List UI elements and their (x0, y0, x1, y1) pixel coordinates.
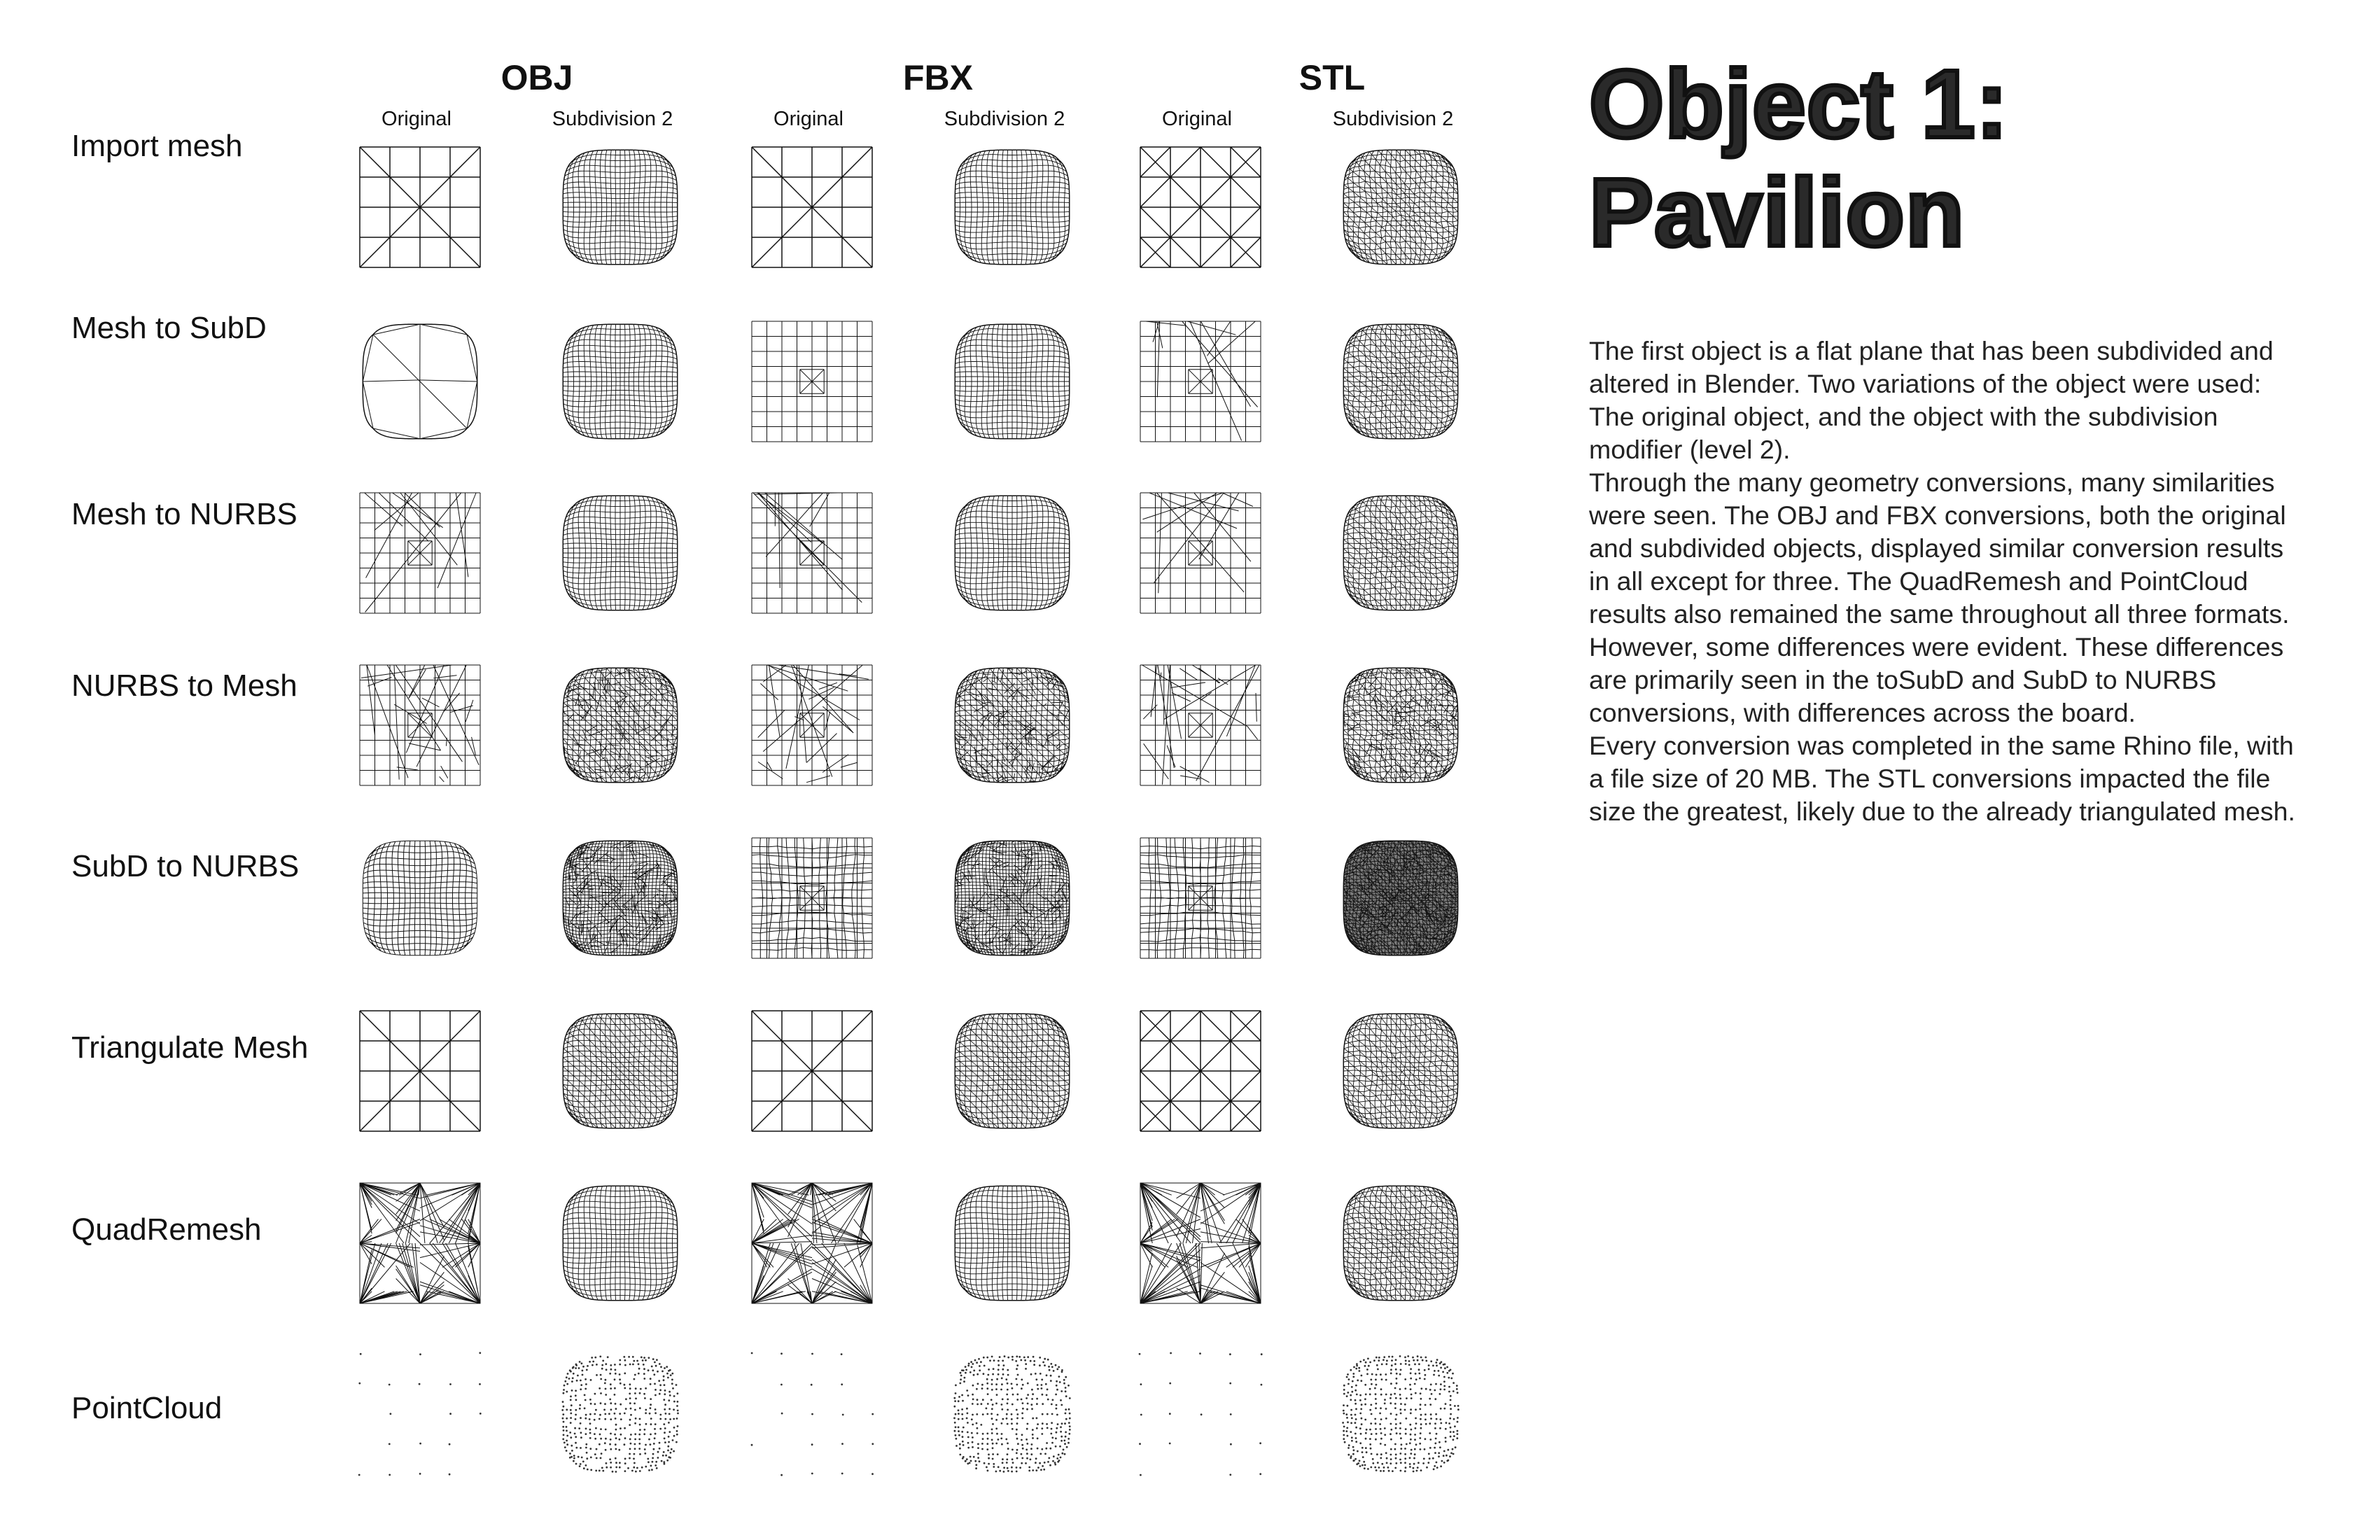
description-line: are primarily seen in the toSubD and Sub… (1589, 665, 2217, 694)
mesh-tile-mesh-to-nurbs-stl-subdivision-2 (1338, 490, 1464, 616)
description-line: and subdivided objects, displayed simila… (1589, 533, 2284, 563)
description-text: The first object is a flat plane that ha… (1589, 335, 2352, 828)
description-line: results also remained the same throughou… (1589, 599, 2290, 629)
mesh-tile-mesh-to-nurbs-obj-subdivision-2 (557, 490, 683, 616)
mesh-tile-subd-to-nurbs-fbx-original (749, 835, 875, 961)
row-label-subd-to-nurbs: SubD to NURBS (71, 849, 300, 883)
mesh-tile-nurbs-to-mesh-obj-original (357, 662, 483, 788)
mesh-tile-pointcloud-fbx-original (749, 1351, 875, 1477)
row-label-triangulate-mesh: Triangulate Mesh (71, 1030, 309, 1065)
mesh-tile-subd-to-nurbs-stl-subdivision-2 (1338, 835, 1464, 961)
mesh-tile-mesh-to-subd-stl-original (1138, 318, 1264, 444)
description-line: Through the many geometry conversions, m… (1589, 468, 2275, 497)
mesh-tile-mesh-to-subd-fbx-original (749, 318, 875, 444)
mesh-tile-import-mesh-fbx-original (749, 144, 875, 270)
column-header-stl: STL (1298, 58, 1366, 97)
mesh-tile-import-mesh-stl-original (1138, 144, 1264, 270)
mesh-tile-triangulate-mesh-obj-original (357, 1008, 483, 1134)
description-line: However, some differences were evident. … (1589, 632, 2284, 662)
mesh-tile-pointcloud-fbx-subdivision-2 (949, 1351, 1075, 1477)
mesh-tile-nurbs-to-mesh-stl-original (1138, 662, 1264, 788)
mesh-tile-subd-to-nurbs-fbx-subdivision-2 (949, 835, 1075, 961)
mesh-tile-mesh-to-nurbs-fbx-original (749, 490, 875, 616)
row-label-mesh-to-subd: Mesh to SubD (71, 311, 267, 345)
mesh-tile-import-mesh-fbx-subdivision-2 (949, 144, 1075, 270)
mesh-tile-pointcloud-obj-subdivision-2 (557, 1351, 683, 1477)
description-line: a file size of 20 MB. The STL conversion… (1589, 764, 2271, 793)
mesh-tile-triangulate-mesh-stl-subdivision-2 (1338, 1008, 1464, 1134)
mesh-tile-subd-to-nurbs-obj-subdivision-2 (557, 835, 683, 961)
description-line: conversions, with differences across the… (1589, 698, 2136, 727)
mesh-tile-mesh-to-subd-obj-subdivision-2 (557, 318, 683, 444)
row-label-nurbs-to-mesh: NURBS to Mesh (71, 668, 298, 703)
mesh-tile-mesh-to-nurbs-fbx-subdivision-2 (949, 490, 1075, 616)
mesh-tile-import-mesh-obj-subdivision-2 (557, 144, 683, 270)
mesh-tile-quadremesh-fbx-original (749, 1180, 875, 1306)
mesh-tile-triangulate-mesh-stl-original (1138, 1008, 1264, 1134)
subheader-subdivision-stl: Subdivision 2 (1332, 108, 1454, 130)
mesh-tile-mesh-to-subd-fbx-subdivision-2 (949, 318, 1075, 444)
mesh-tile-pointcloud-obj-original (357, 1351, 483, 1477)
row-label-import-mesh: Import mesh (71, 129, 243, 163)
mesh-tile-mesh-to-subd-stl-subdivision-2 (1338, 318, 1464, 444)
mesh-tile-pointcloud-stl-original (1138, 1351, 1264, 1477)
subheader-original-obj: Original (382, 108, 451, 130)
subheader-original-stl: Original (1162, 108, 1232, 130)
page-title: Object 1: Pavilion (1587, 48, 2010, 269)
mesh-tile-nurbs-to-mesh-obj-subdivision-2 (557, 662, 683, 788)
description-line: size the greatest, likely due to the alr… (1589, 797, 2295, 826)
description-line: modifier (level 2). (1589, 435, 1791, 464)
subheader-subdivision-fbx: Subdivision 2 (944, 108, 1065, 130)
mesh-tile-subd-to-nurbs-obj-original (357, 835, 483, 961)
mesh-tile-mesh-to-nurbs-obj-original (357, 490, 483, 616)
mesh-tile-import-mesh-obj-original (357, 144, 483, 270)
mesh-tile-subd-to-nurbs-stl-original (1138, 835, 1264, 961)
column-header-fbx: FBX (903, 58, 973, 97)
subheader-original-fbx: Original (774, 108, 844, 130)
subheader-subdivision-obj: Subdivision 2 (552, 108, 673, 130)
mesh-tile-nurbs-to-mesh-fbx-original (749, 662, 875, 788)
row-label-quadremesh: QuadRemesh (71, 1212, 262, 1247)
column-header-obj: OBJ (500, 58, 573, 97)
mesh-tile-quadremesh-fbx-subdivision-2 (949, 1180, 1075, 1306)
mesh-tile-mesh-to-subd-obj-original (357, 318, 483, 444)
description-line: in all except for three. The QuadRemesh … (1589, 566, 2248, 596)
mesh-tile-nurbs-to-mesh-fbx-subdivision-2 (949, 662, 1075, 788)
row-label-pointcloud: PointCloud (71, 1391, 223, 1425)
mesh-tile-quadremesh-obj-subdivision-2 (557, 1180, 683, 1306)
description-line: Every conversion was completed in the sa… (1589, 731, 2294, 760)
mesh-tile-quadremesh-stl-original (1138, 1180, 1264, 1306)
mesh-tile-quadremesh-obj-original (357, 1180, 483, 1306)
mesh-tile-triangulate-mesh-obj-subdivision-2 (557, 1008, 683, 1134)
mesh-tile-triangulate-mesh-fbx-original (749, 1008, 875, 1134)
page-title-line-2: Pavilion (1587, 157, 1966, 269)
page-title-line-1: Object 1: (1587, 48, 2010, 160)
mesh-tile-quadremesh-stl-subdivision-2 (1338, 1180, 1464, 1306)
mesh-tile-pointcloud-stl-subdivision-2 (1338, 1351, 1464, 1477)
mesh-tile-nurbs-to-mesh-stl-subdivision-2 (1338, 662, 1464, 788)
mesh-tile-import-mesh-stl-subdivision-2 (1338, 144, 1464, 270)
row-label-mesh-to-nurbs: Mesh to NURBS (71, 497, 298, 531)
mesh-tile-mesh-to-nurbs-stl-original (1138, 490, 1264, 616)
description-line: The first object is a flat plane that ha… (1589, 336, 2274, 365)
description-line: The original object, and the object with… (1589, 402, 2218, 431)
mesh-tile-triangulate-mesh-fbx-subdivision-2 (949, 1008, 1075, 1134)
description-line: altered in Blender. Two variations of th… (1589, 369, 2262, 398)
description-line: were seen. The OBJ and FBX conversions, … (1589, 500, 2286, 530)
